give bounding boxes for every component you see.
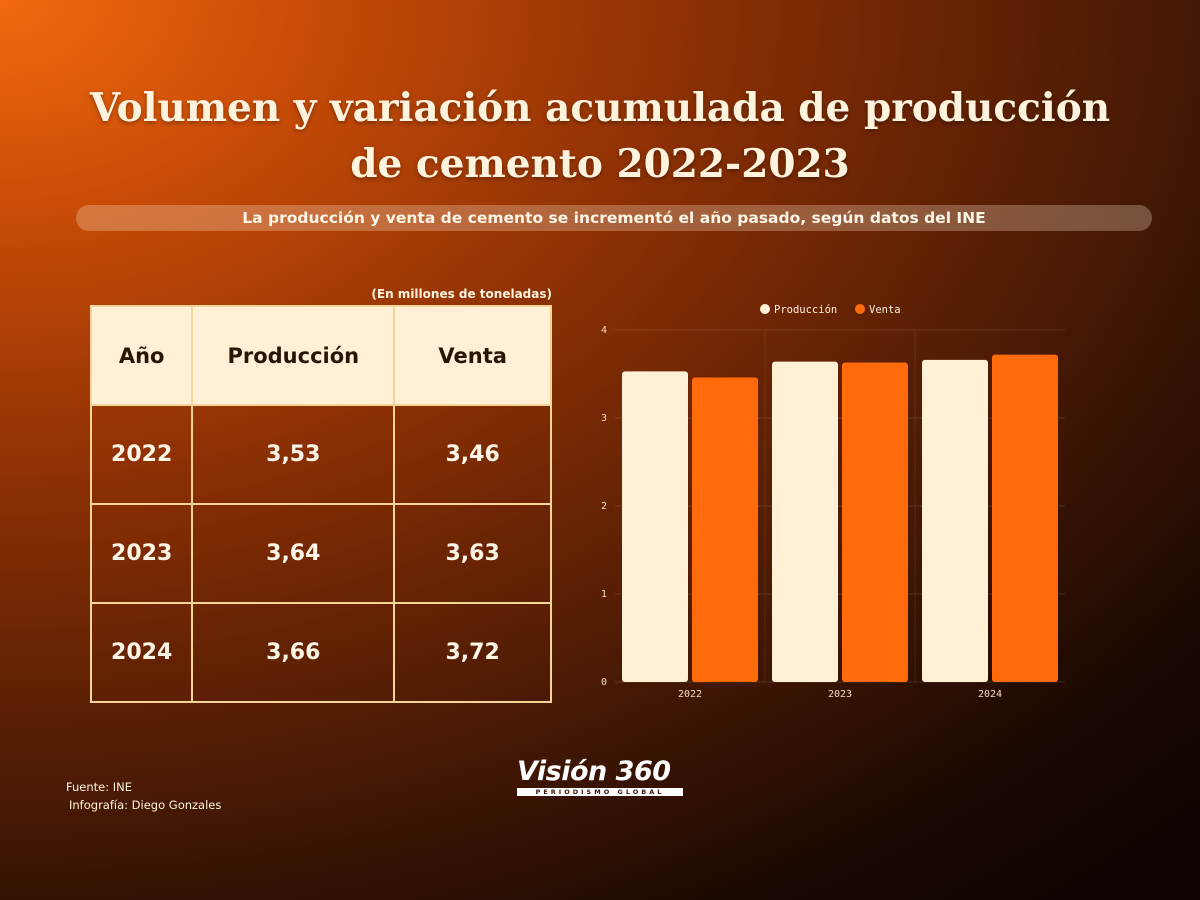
bar-venta-2023 — [842, 362, 908, 682]
table-cell-sales: 3,72 — [393, 602, 552, 703]
table-row: 2024 3,66 3,72 — [89, 602, 552, 703]
bar-producción-2023 — [772, 361, 838, 682]
bar-producción-2022 — [622, 371, 688, 682]
brand-logo: Visión 360 PERIODISMO GLOBAL — [517, 756, 687, 800]
y-tick-label: 4 — [601, 325, 607, 336]
legend-swatch-producción — [760, 304, 770, 314]
table-row: 2022 3,53 3,46 — [89, 404, 552, 505]
x-tick-label: 2023 — [828, 689, 852, 700]
legend-swatch-venta — [855, 304, 865, 314]
table-cell-production: 3,66 — [191, 602, 396, 703]
page-title: Volumen y variación acumulada de producc… — [89, 85, 1111, 187]
table-header-production: Producción — [191, 305, 396, 406]
subtitle: La producción y venta de cemento se incr… — [242, 209, 986, 227]
y-tick-label: 2 — [601, 501, 607, 512]
logo-wordmark: Visión 360 — [517, 756, 671, 787]
table-cell-sales: 3,63 — [393, 503, 552, 604]
y-tick-label: 3 — [601, 413, 607, 424]
bar-venta-2024 — [992, 354, 1058, 682]
table-header-year: Año — [89, 305, 194, 406]
y-tick-label: 0 — [601, 677, 607, 688]
bar-chart: 0 1 2 3 4 2022 2023 2024 Producción Venta — [601, 304, 1065, 700]
source-note: Fuente: INE — [66, 780, 133, 794]
legend-label: Producción — [774, 304, 837, 316]
footer: Fuente: INE Infografía: Diego Gonzales — [66, 778, 221, 814]
table-row: 2023 3,64 3,63 — [89, 503, 552, 604]
subtitle-bar: La producción y venta de cemento se incr… — [76, 205, 1152, 231]
logo-tagline: PERIODISMO GLOBAL — [517, 788, 683, 796]
table-header-sales: Venta — [393, 305, 552, 406]
table-cell-year: 2024 — [89, 602, 194, 703]
legend-label: Venta — [869, 304, 901, 316]
data-table: Año Producción Venta 2022 3,53 3,46 2023… — [89, 305, 552, 703]
table-cell-production: 3,53 — [191, 404, 396, 505]
bar-producción-2024 — [922, 359, 988, 682]
credit-note: Infografía: Diego Gonzales — [69, 798, 222, 812]
x-tick-label: 2024 — [978, 689, 1002, 700]
x-tick-label: 2022 — [678, 689, 702, 700]
table-header-row: Año Producción Venta — [89, 305, 552, 406]
unit-note: (En millones de toneladas) — [371, 287, 552, 301]
table-cell-year: 2022 — [89, 404, 194, 505]
bar-venta-2022 — [692, 377, 758, 682]
table-cell-year: 2023 — [89, 503, 194, 604]
y-tick-label: 1 — [601, 589, 607, 600]
table-cell-sales: 3,46 — [393, 404, 552, 505]
table-cell-production: 3,64 — [191, 503, 396, 604]
